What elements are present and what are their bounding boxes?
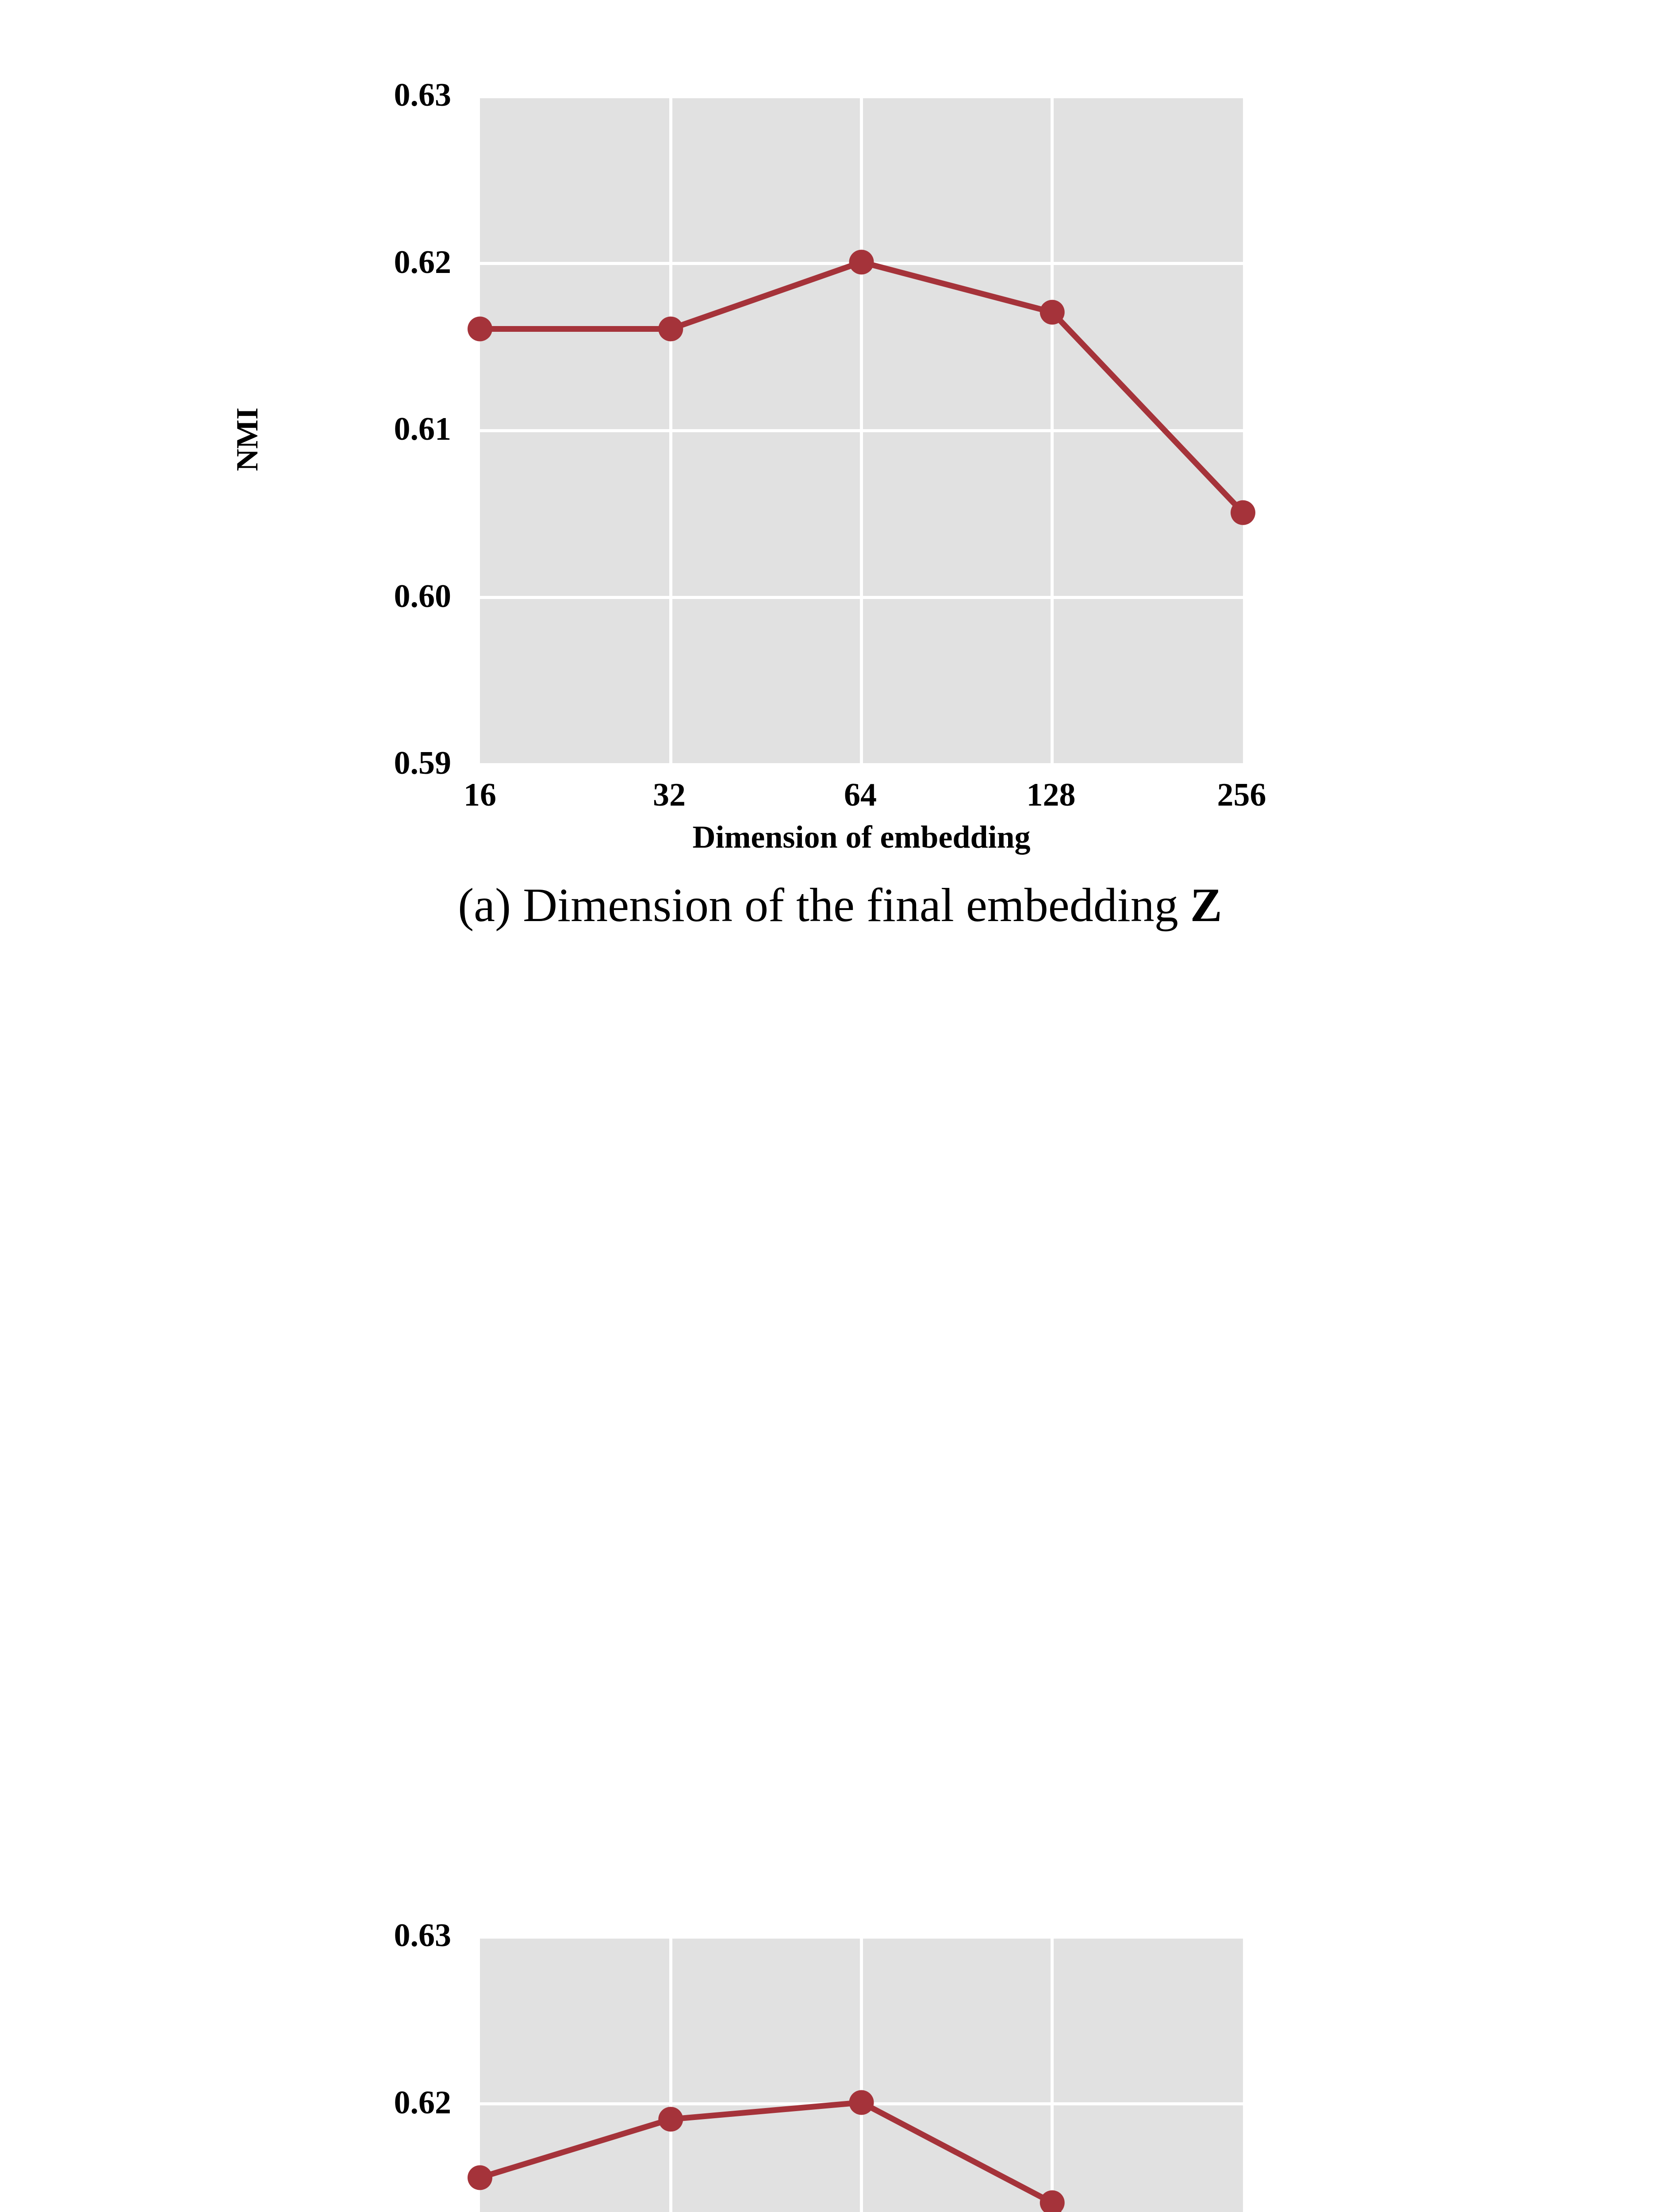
y-axis-title: NMI [230,407,265,471]
data-point-marker [849,250,874,275]
data-point-marker [468,316,492,342]
data-point-marker [849,2090,874,2115]
gridline-vertical [669,1936,672,2212]
gridline-vertical [1051,1936,1054,2212]
gridline-vertical [860,1936,863,2212]
y-tick-label: 0.59 [394,745,452,781]
x-tick-label: 64 [844,777,877,813]
x-tick-label: 256 [1217,777,1266,813]
x-tick-label: 128 [1026,777,1076,813]
series-line-b [468,2090,1065,2212]
data-point-marker [658,2107,683,2132]
data-point-marker [1231,500,1255,525]
panel-c: 0.63 0.62 0.61 0.60 0.59 NMI 1 2 [0,1834,1680,2212]
y-tick-label: 0.60 [394,578,452,614]
y-tick-label: 0.63 [394,77,452,113]
x-axis-title: Dimension of embedding [692,819,1031,855]
y-tick-label: 0.62 [394,2085,452,2121]
plot-area-b [468,1936,1243,2212]
data-point-marker [1039,2190,1065,2212]
caption-a: (a) Dimension of the final embedding Z [0,878,1680,933]
y-tick-label: 0.63 [394,1917,452,1954]
caption-a-prefix: (a) Dimension of the final embedding [458,879,1190,932]
gridline-vertical [669,95,672,763]
data-point-marker [1039,300,1065,325]
x-tick-label: 32 [653,777,686,813]
gridline-vertical [860,95,863,763]
y-tick-label: 0.61 [394,411,452,447]
data-point-marker [658,316,683,342]
plot-area-a [468,95,1255,763]
caption-a-symbol: Z [1190,879,1222,932]
panel-b: 0.63 0.62 0.61 0.60 0.59 NMI 32 64 [0,922,1680,2212]
gridline-vertical [1051,95,1054,763]
panel-a: 0.63 0.62 0.61 0.60 0.59 NMI [0,0,1680,932]
x-tick-label: 16 [464,777,496,813]
series-line-a [468,250,1255,525]
data-point-marker [468,2165,492,2190]
y-tick-label: 0.62 [394,244,452,280]
